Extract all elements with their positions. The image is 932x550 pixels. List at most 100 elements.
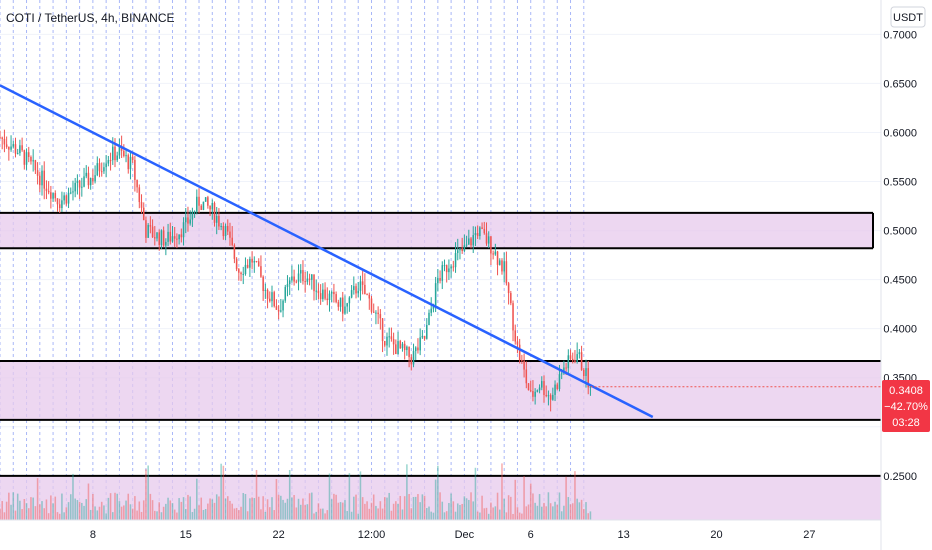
volume-bar (14, 510, 17, 520)
trendline-layer[interactable] (0, 84, 654, 419)
volume-bar (322, 508, 324, 520)
volume-bar (12, 492, 15, 520)
candle-body (103, 167, 105, 172)
volume-bar (233, 508, 236, 520)
volume-bar (377, 508, 379, 520)
candle-body (160, 230, 163, 245)
volume-bar (246, 511, 249, 520)
volume-bar (346, 510, 348, 520)
candle-body (390, 336, 393, 340)
volume-bar (180, 501, 183, 520)
volume-bar (30, 497, 32, 520)
volume-bar (39, 504, 41, 520)
volume-bar (523, 476, 525, 520)
middle-zone (0, 361, 881, 420)
candle-body (242, 273, 245, 275)
candle-body (430, 308, 432, 313)
volume-bar (1, 501, 3, 520)
volume-bar (240, 506, 242, 520)
volume-bar (507, 495, 510, 520)
candle-body (377, 312, 379, 315)
volume-bar (127, 493, 130, 520)
candle-body (43, 170, 46, 189)
candle-body (364, 284, 366, 295)
volume-bar (58, 513, 61, 520)
candle-body (308, 278, 311, 280)
candle-body (521, 359, 523, 361)
volume-bar (333, 493, 335, 520)
candle-body (178, 234, 180, 240)
candle-body (503, 261, 505, 272)
upper-zone (0, 212, 873, 249)
candle-body (386, 336, 388, 346)
volume-bar (563, 505, 565, 520)
volume-bar (306, 504, 309, 520)
candle-body (23, 150, 26, 165)
candle-body (78, 180, 81, 188)
candle-body (534, 391, 536, 397)
currency-button[interactable]: USDT (890, 6, 926, 28)
volume-bar (109, 493, 112, 520)
candle-body (198, 196, 200, 206)
symbol-title: COTI / TetherUS, 4h, BINANCE (6, 11, 175, 25)
candle-body (282, 300, 284, 311)
volume-bar (479, 512, 481, 520)
volume-bar (140, 511, 143, 520)
candle-body (543, 381, 545, 395)
volume-bar (408, 493, 410, 520)
candle-body (222, 226, 225, 237)
candle-body (472, 235, 475, 246)
downtrend-line[interactable] (0, 84, 654, 419)
candle-body (439, 278, 441, 281)
candle-body (74, 182, 76, 192)
y-tick-label: 0.5000 (883, 226, 917, 238)
candle-body (226, 225, 229, 232)
volume-bar (388, 492, 390, 520)
volume-bar (348, 473, 351, 520)
volume-bar (543, 502, 545, 520)
volume-bar (218, 496, 220, 520)
volume-bar (558, 492, 561, 520)
volume-bar (417, 494, 419, 520)
volume-bar (472, 501, 475, 520)
volume-bar (224, 498, 227, 520)
volume-bar (242, 493, 245, 520)
volume-bar (319, 508, 322, 520)
volume-bar (65, 507, 68, 520)
candle-body (204, 197, 207, 202)
volume-bar (536, 505, 539, 520)
candle-body (235, 258, 238, 270)
x-tick-label: 27 (803, 529, 815, 541)
volume-bar (328, 473, 331, 520)
candle-body (428, 312, 430, 326)
candle-body (295, 281, 298, 283)
volume-bar (173, 509, 176, 520)
volume-bar (569, 504, 572, 520)
time-axis[interactable]: 8 15 22 12:00 Dec 6 13 20 27 (90, 529, 816, 541)
candle-body (554, 384, 556, 395)
volume-bar (34, 506, 37, 520)
candle-body (112, 146, 114, 161)
volume-bar (213, 502, 216, 520)
candle-body (169, 231, 172, 242)
volume-bar (151, 500, 154, 520)
volume-bar (105, 513, 107, 520)
volume-bar (392, 503, 395, 520)
candle-body (547, 395, 550, 397)
candle-body (1, 137, 3, 139)
candle-body (94, 175, 96, 182)
volume-bar (541, 506, 543, 520)
volume-bar (419, 502, 421, 520)
volume-bar (403, 496, 406, 520)
volume-bar (41, 501, 43, 520)
candle-body (529, 390, 532, 392)
candle-body (452, 266, 455, 268)
volume-bar (193, 508, 196, 520)
candle-body (545, 394, 547, 396)
volume-bar (359, 471, 362, 520)
volume-bar (178, 498, 180, 520)
candle-body (269, 298, 271, 302)
volume-bar (32, 497, 34, 520)
